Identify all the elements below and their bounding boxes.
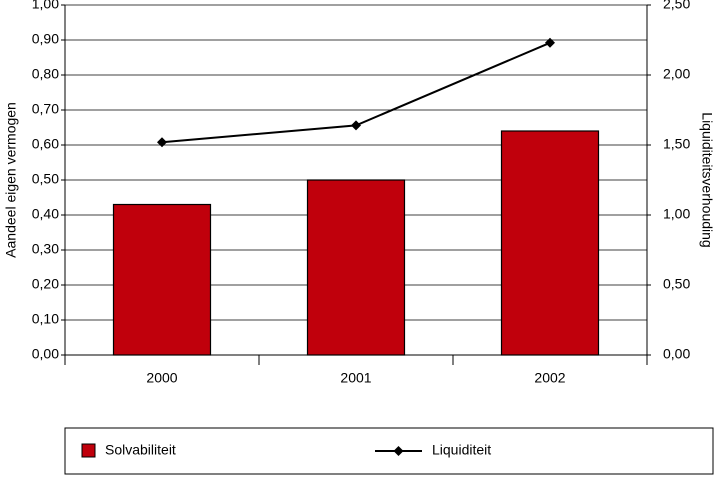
legend-box xyxy=(64,427,714,475)
y-tick-label: 0,30 xyxy=(32,241,59,257)
legend-label: Liquiditeit xyxy=(432,442,491,458)
y-tick-label: 0,60 xyxy=(32,136,59,152)
y2-tick-label: 0,00 xyxy=(663,346,690,362)
y-tick-label: 0,80 xyxy=(32,66,59,82)
y-tick-label: 0,40 xyxy=(32,206,59,222)
legend-label: Solvabiliteit xyxy=(105,442,176,458)
y-tick-label: 0,90 xyxy=(32,31,59,47)
x-tick-label: 2002 xyxy=(534,370,565,386)
line-marker xyxy=(157,137,167,148)
line-marker xyxy=(351,120,361,131)
y2-tick-label: 0,50 xyxy=(663,276,690,292)
y-tick-label: 1,00 xyxy=(32,0,59,12)
legend-swatch xyxy=(81,443,96,458)
bar xyxy=(306,179,406,356)
y-tick-label: 0,00 xyxy=(32,346,59,362)
legend-marker xyxy=(393,446,404,456)
y2-tick-label: 2,00 xyxy=(663,66,690,82)
x-tick-label: 2000 xyxy=(146,370,177,386)
y-axis-label: Aandeel eigen vermogen xyxy=(3,102,19,258)
y2-tick-label: 1,00 xyxy=(663,206,690,222)
y2-tick-label: 2,50 xyxy=(663,0,690,12)
x-tick-label: 2001 xyxy=(340,370,371,386)
bar xyxy=(112,203,212,356)
line-marker xyxy=(545,37,555,48)
bar xyxy=(500,130,600,356)
y-tick-label: 0,20 xyxy=(32,276,59,292)
y-tick-label: 0,10 xyxy=(32,311,59,327)
y2-tick-label: 1,50 xyxy=(663,136,690,152)
y-tick-label: 0,50 xyxy=(32,171,59,187)
y-tick-label: 0,70 xyxy=(32,101,59,117)
y2-axis-label: Liquiditeitsverhouding xyxy=(699,112,715,247)
